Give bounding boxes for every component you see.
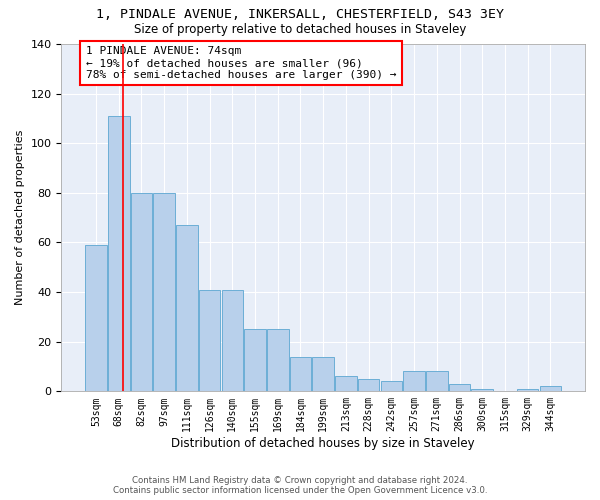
Bar — [244, 330, 266, 392]
Bar — [380, 382, 402, 392]
Bar — [335, 376, 357, 392]
Bar — [517, 389, 538, 392]
Bar — [176, 225, 197, 392]
Bar — [199, 290, 220, 392]
Bar — [290, 356, 311, 392]
Text: Contains HM Land Registry data © Crown copyright and database right 2024.
Contai: Contains HM Land Registry data © Crown c… — [113, 476, 487, 495]
Bar — [358, 379, 379, 392]
Text: Size of property relative to detached houses in Staveley: Size of property relative to detached ho… — [134, 22, 466, 36]
X-axis label: Distribution of detached houses by size in Staveley: Distribution of detached houses by size … — [172, 437, 475, 450]
Text: 1, PINDALE AVENUE, INKERSALL, CHESTERFIELD, S43 3EY: 1, PINDALE AVENUE, INKERSALL, CHESTERFIE… — [96, 8, 504, 20]
Bar — [403, 372, 425, 392]
Bar — [449, 384, 470, 392]
Bar — [426, 372, 448, 392]
Text: 1 PINDALE AVENUE: 74sqm
← 19% of detached houses are smaller (96)
78% of semi-de: 1 PINDALE AVENUE: 74sqm ← 19% of detache… — [86, 46, 396, 80]
Bar — [131, 193, 152, 392]
Bar — [472, 389, 493, 392]
Bar — [85, 245, 107, 392]
Y-axis label: Number of detached properties: Number of detached properties — [15, 130, 25, 306]
Bar — [108, 116, 130, 392]
Bar — [267, 330, 289, 392]
Bar — [221, 290, 243, 392]
Bar — [154, 193, 175, 392]
Bar — [313, 356, 334, 392]
Bar — [539, 386, 561, 392]
